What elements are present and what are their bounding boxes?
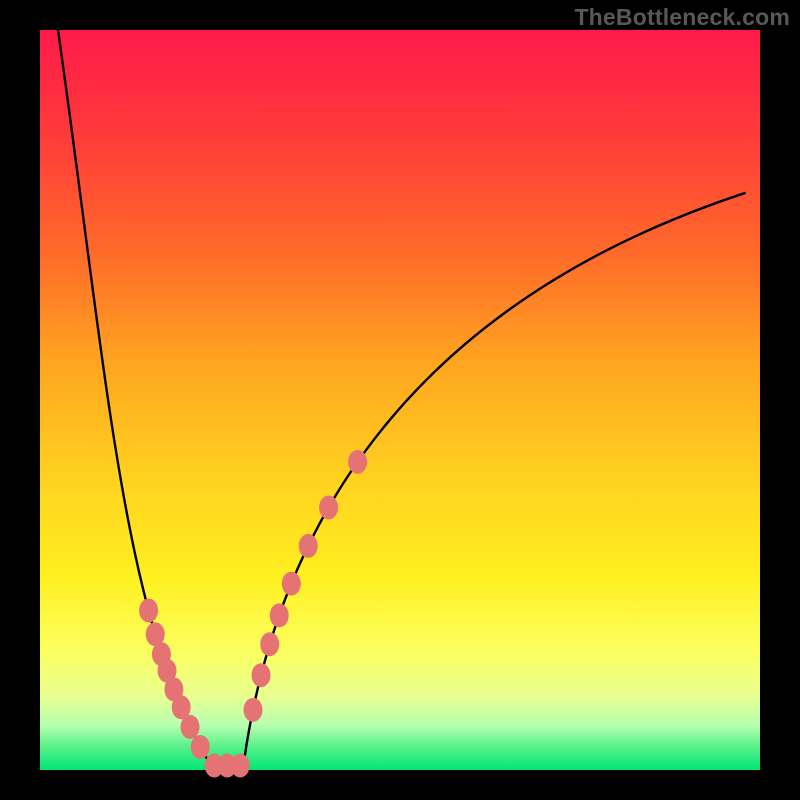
curve-marker — [231, 754, 250, 778]
chart-stage: TheBottleneck.com — [0, 0, 800, 800]
chart-svg — [0, 0, 800, 800]
curve-marker — [243, 698, 262, 722]
curve-marker — [299, 534, 318, 558]
curve-marker — [270, 603, 289, 627]
curve-marker — [348, 450, 367, 474]
curve-marker — [260, 632, 279, 656]
watermark-text: TheBottleneck.com — [574, 4, 790, 31]
curve-marker — [139, 599, 158, 623]
curve-marker — [181, 715, 200, 739]
curve-marker — [191, 735, 210, 759]
curve-marker — [252, 663, 271, 687]
curve-marker — [319, 496, 338, 520]
plot-background — [40, 30, 760, 770]
curve-marker — [282, 572, 301, 596]
